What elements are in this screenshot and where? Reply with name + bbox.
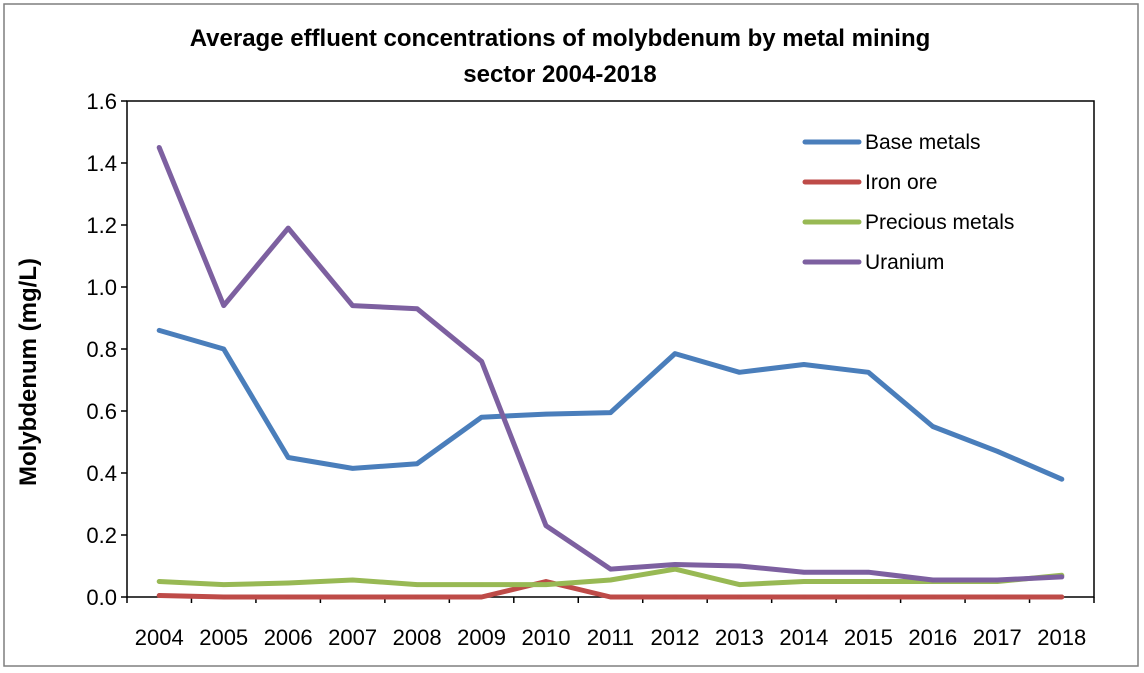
x-tick-label: 2015 xyxy=(844,625,893,650)
series-line-uranium xyxy=(156,145,1065,583)
data-point xyxy=(286,455,291,460)
data-point xyxy=(286,595,291,600)
x-tick-label: 2012 xyxy=(650,625,699,650)
data-point xyxy=(930,424,935,429)
x-tick-label: 2008 xyxy=(393,625,442,650)
data-point xyxy=(479,359,484,364)
y-tick-label: 1.2 xyxy=(86,213,117,238)
x-tick-label: 2010 xyxy=(522,625,571,650)
data-point xyxy=(350,577,355,582)
data-point xyxy=(866,370,871,375)
x-tick-label: 2006 xyxy=(264,625,313,650)
data-point xyxy=(801,362,806,367)
data-point xyxy=(737,595,742,600)
y-tick-label: 0.2 xyxy=(86,523,117,548)
y-tick-label: 0.4 xyxy=(86,461,117,486)
legend-label: Iron ore xyxy=(865,171,937,194)
data-point xyxy=(737,370,742,375)
series-line-base-metals xyxy=(156,327,1065,482)
data-point xyxy=(157,593,162,598)
data-point xyxy=(801,570,806,575)
data-point xyxy=(608,577,613,582)
data-point xyxy=(608,567,613,572)
chart-title-line-2: sector 2004-2018 xyxy=(463,61,656,88)
data-point xyxy=(930,595,935,600)
data-point xyxy=(866,595,871,600)
data-point xyxy=(737,564,742,569)
data-point xyxy=(1059,595,1064,600)
data-point xyxy=(479,582,484,587)
y-tick-label: 0.6 xyxy=(86,399,117,424)
data-point xyxy=(608,410,613,415)
data-point xyxy=(157,579,162,584)
data-point xyxy=(415,461,420,466)
data-point xyxy=(866,579,871,584)
data-point xyxy=(544,582,549,587)
x-tick-label: 2017 xyxy=(973,625,1022,650)
data-point xyxy=(1059,574,1064,579)
y-tick-label: 0.8 xyxy=(86,337,117,362)
data-point xyxy=(866,570,871,575)
x-tick-label: 2014 xyxy=(779,625,828,650)
y-axis-label: Molybdenum (mg/L) xyxy=(15,258,42,486)
data-point xyxy=(1059,477,1064,482)
data-point xyxy=(286,581,291,586)
data-point xyxy=(995,449,1000,454)
data-point xyxy=(544,412,549,417)
x-tick-label: 2016 xyxy=(908,625,957,650)
y-tick-label: 0.0 xyxy=(86,585,117,610)
y-tick-label: 1.4 xyxy=(86,151,117,176)
x-tick-label: 2004 xyxy=(135,625,184,650)
data-point xyxy=(221,347,226,352)
data-point xyxy=(350,466,355,471)
data-point xyxy=(995,577,1000,582)
legend-label: Base metals xyxy=(865,131,981,154)
chart-title-line-1: Average effluent concentrations of molyb… xyxy=(190,25,931,52)
y-tick-label: 1.6 xyxy=(86,89,117,114)
data-point xyxy=(221,303,226,308)
data-point xyxy=(801,595,806,600)
data-point xyxy=(221,582,226,587)
legend-label: Precious metals xyxy=(865,211,1014,234)
y-tick-label: 1.0 xyxy=(86,275,117,300)
x-tick-label: 2011 xyxy=(587,625,634,650)
data-point xyxy=(350,303,355,308)
x-tick-label: 2009 xyxy=(457,625,506,650)
data-point xyxy=(672,351,677,356)
x-tick-label: 2013 xyxy=(715,625,764,650)
data-point xyxy=(608,595,613,600)
data-point xyxy=(930,577,935,582)
data-point xyxy=(479,415,484,420)
plot-area: 0.0 0.2 0.4 0.6 0.8 1.0 1.2 1.4 1.6 2004 2005 2006 2… xyxy=(86,89,1095,650)
data-point xyxy=(350,595,355,600)
data-point xyxy=(415,306,420,311)
series-line-iron-ore xyxy=(156,579,1065,600)
data-point xyxy=(672,567,677,572)
data-point xyxy=(995,595,1000,600)
data-point xyxy=(479,595,484,600)
legend-label: Uranium xyxy=(865,251,944,274)
data-point xyxy=(672,595,677,600)
series-line-precious-metals xyxy=(156,566,1065,588)
x-tick-label: 2007 xyxy=(328,625,377,650)
chart-border xyxy=(3,3,1139,667)
data-point xyxy=(737,582,742,587)
data-point xyxy=(415,582,420,587)
data-point xyxy=(801,579,806,584)
legend: Base metals Iron ore Precious metals Uraniu… xyxy=(802,131,1014,274)
data-point xyxy=(157,145,162,150)
x-tick-label: 2005 xyxy=(199,625,248,650)
data-point xyxy=(544,523,549,528)
data-point xyxy=(415,595,420,600)
data-point xyxy=(286,226,291,231)
data-point xyxy=(157,328,162,333)
data-point xyxy=(672,562,677,567)
data-point xyxy=(221,595,226,600)
x-tick-label: 2018 xyxy=(1037,625,1086,650)
